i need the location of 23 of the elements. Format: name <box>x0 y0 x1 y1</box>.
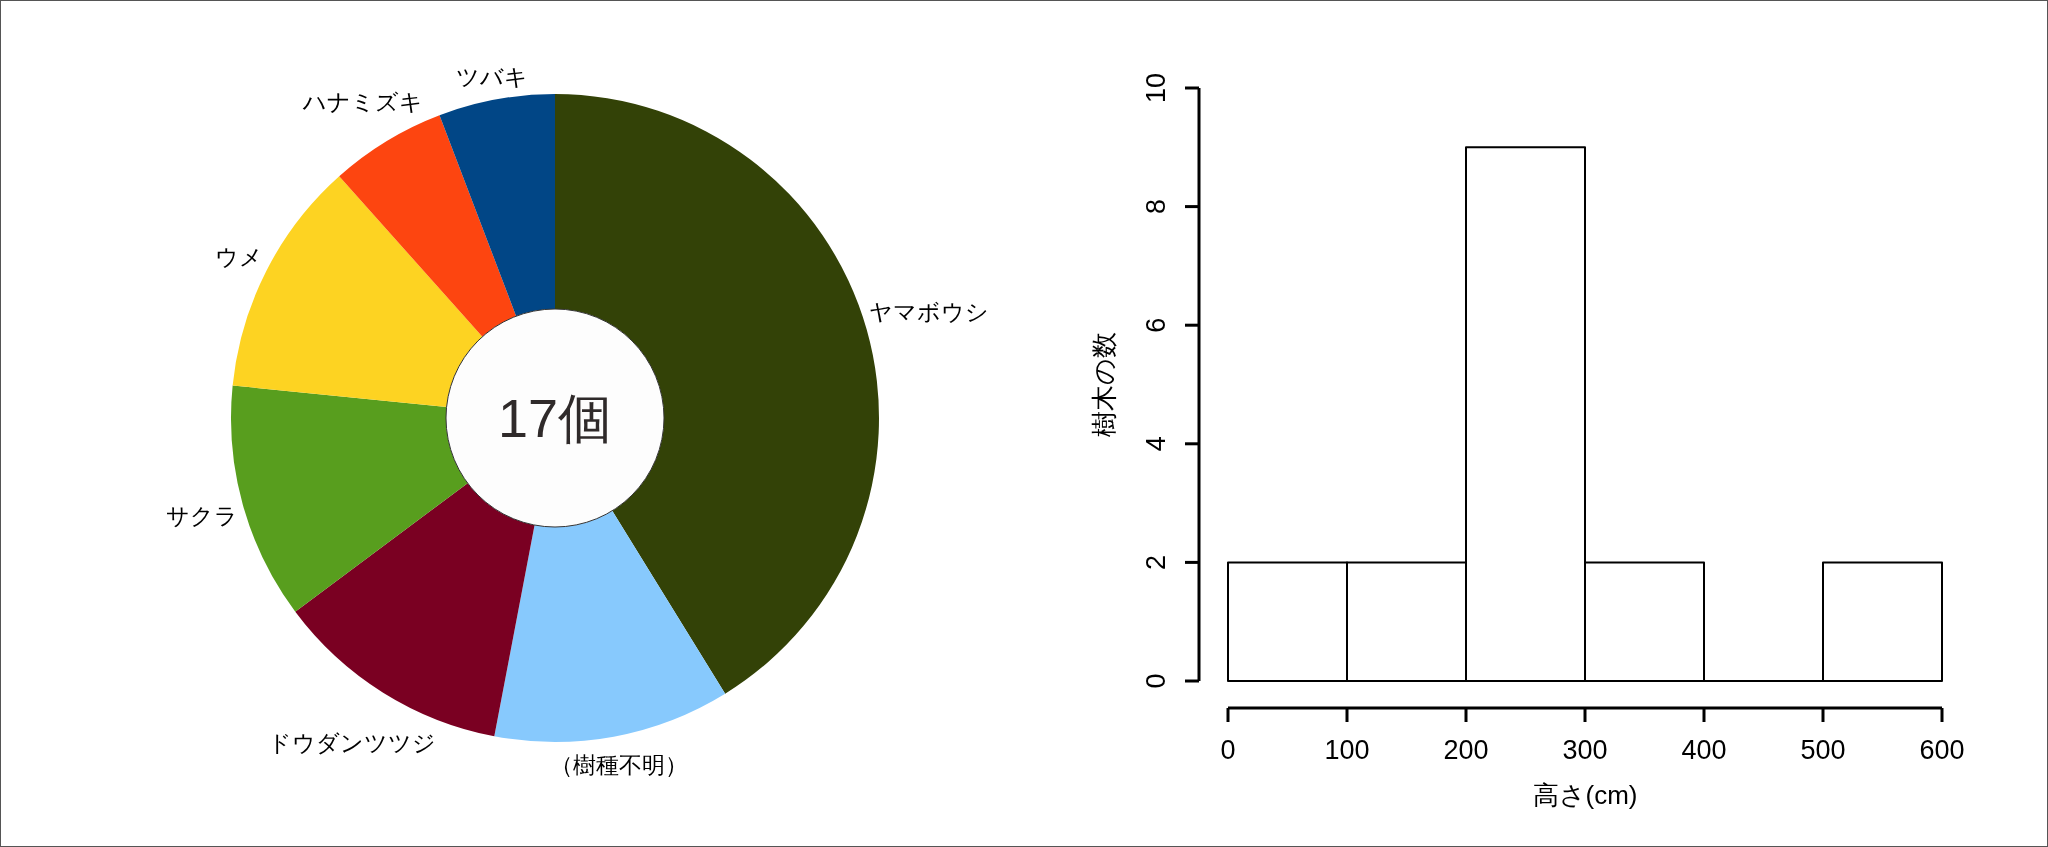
slice-label: サクラ <box>166 502 239 529</box>
y-tick-label: 4 <box>1141 436 1171 452</box>
x-tick-label: 500 <box>1800 735 1846 765</box>
slice-label: ヤマボウシ <box>869 298 990 325</box>
y-tick-label: 2 <box>1141 554 1171 570</box>
slice-label: （樹種不明） <box>549 752 688 779</box>
x-tick-label: 600 <box>1919 735 1965 765</box>
y-tick-label: 8 <box>1141 199 1171 215</box>
x-axis-title: 高さ(cm) <box>1532 780 1638 810</box>
y-tick-label: 6 <box>1141 317 1171 333</box>
slice-label: ツバキ <box>456 63 529 90</box>
y-tick-label: 10 <box>1141 73 1171 103</box>
slice-label: ハナミズキ <box>302 88 423 115</box>
y-axis-title: 樹木の数 <box>1089 332 1119 437</box>
slice-label: ドウダンツツジ <box>267 729 436 756</box>
x-tick-label: 0 <box>1220 735 1236 765</box>
center-label: 17個 <box>497 388 613 448</box>
x-tick-label: 400 <box>1681 735 1727 765</box>
x-tick-label: 300 <box>1562 735 1608 765</box>
y-tick-label: 0 <box>1141 673 1171 689</box>
x-tick-label: 200 <box>1443 735 1489 765</box>
slice-label: ウメ <box>214 243 263 270</box>
x-tick-label: 100 <box>1324 735 1370 765</box>
